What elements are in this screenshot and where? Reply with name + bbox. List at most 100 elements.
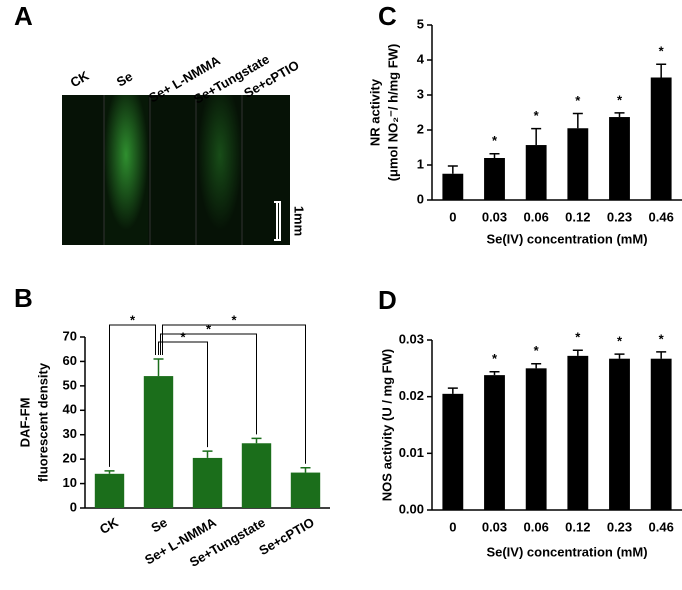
y-tick-label: 5 <box>417 16 424 31</box>
root-image <box>198 95 242 245</box>
y-axis-label: fluorescent density <box>35 362 50 482</box>
x-tick-label: 0.06 <box>524 209 549 224</box>
error-bar <box>202 450 213 458</box>
x-tick-label: 0.23 <box>607 209 632 224</box>
y-axis-label: (μmol NO₂⁻/ h/mg FW) <box>385 44 400 182</box>
bracket <box>160 333 257 435</box>
error-bar <box>656 63 667 78</box>
significance: * <box>492 133 498 148</box>
scale-label: 1mm <box>292 206 307 236</box>
error-bar <box>572 349 583 356</box>
significance: * <box>617 92 623 107</box>
significance: * <box>659 331 665 346</box>
significance: * <box>492 351 498 366</box>
y-tick-label: 0 <box>70 499 77 514</box>
y-axis-label: NOS activity (U / mg FW) <box>379 349 394 501</box>
bar <box>525 368 547 510</box>
panel-label: D <box>378 285 397 315</box>
y-tick-label: 20 <box>63 451 77 466</box>
y-tick-label: 0.01 <box>399 445 424 460</box>
x-tick-label: 0.03 <box>482 519 507 534</box>
y-tick-label: 40 <box>63 402 77 417</box>
x-tick-label: 0.12 <box>565 519 590 534</box>
significance: * <box>575 330 581 345</box>
x-tick-label: 0 <box>449 519 456 534</box>
x-tick-label: 0.46 <box>649 519 674 534</box>
y-tick-label: 4 <box>417 51 425 66</box>
error-bar <box>531 127 542 146</box>
error-bar <box>489 370 500 376</box>
lane-label: CK <box>68 68 92 91</box>
x-axis-label: Se(IV) concentration (mM) <box>486 544 647 559</box>
x-axis-label: Se(IV) concentration (mM) <box>486 231 647 246</box>
bar <box>484 375 505 510</box>
bar <box>650 77 672 200</box>
bar <box>192 457 223 508</box>
y-tick-label: 0.02 <box>399 388 424 403</box>
bar <box>609 117 630 200</box>
x-tick-label: 0.12 <box>565 209 590 224</box>
error-bar <box>447 165 458 174</box>
micrograph <box>62 95 290 245</box>
bracket <box>162 324 306 464</box>
y-axis-label: DAF-FM <box>17 398 32 448</box>
significance: * <box>575 93 581 108</box>
y-tick-label: 30 <box>63 426 77 441</box>
error-bar <box>614 353 625 359</box>
significance: * <box>534 343 540 358</box>
error-bar <box>572 112 583 129</box>
root-image <box>104 95 148 245</box>
bar <box>484 158 505 200</box>
error-bar <box>104 470 115 474</box>
x-tick-label: 0.46 <box>649 209 674 224</box>
error-bar <box>300 466 311 473</box>
lane-label: Se <box>114 69 135 90</box>
y-tick-label: 3 <box>417 86 424 101</box>
bar <box>442 173 464 200</box>
y-tick-label: 60 <box>63 353 77 368</box>
bracket-label: * <box>130 312 136 327</box>
y-tick-label: 0.03 <box>399 331 424 346</box>
y-tick-label: 0.00 <box>399 501 424 516</box>
scale-bar <box>274 201 281 241</box>
y-tick-label: 1 <box>417 156 424 171</box>
panel-label: B <box>14 283 33 313</box>
x-tick-label: CK <box>97 514 121 537</box>
bracket <box>158 341 208 448</box>
bar <box>650 358 672 510</box>
bar <box>567 128 589 200</box>
y-axis-label: NR activity <box>367 78 382 146</box>
error-bar <box>447 387 458 394</box>
y-tick-label: 2 <box>417 121 424 136</box>
y-tick-label: 50 <box>63 377 77 392</box>
error-bar <box>489 153 500 158</box>
bracket-label: * <box>180 329 186 344</box>
significance: * <box>617 334 623 349</box>
x-tick-label: Se+cPTIO <box>256 515 316 559</box>
significance: * <box>534 108 540 123</box>
error-bar <box>614 112 625 118</box>
bar <box>609 358 630 510</box>
x-tick-label: 0.06 <box>524 519 549 534</box>
x-tick-label: 0 <box>449 209 456 224</box>
bar <box>525 145 547 200</box>
y-tick-label: 70 <box>63 328 77 343</box>
significance: * <box>659 44 665 59</box>
y-tick-label: 10 <box>63 475 77 490</box>
bar <box>94 473 125 508</box>
bar <box>241 443 272 508</box>
bracket-label: * <box>231 312 237 327</box>
x-tick-label: 0.03 <box>482 209 507 224</box>
error-bar <box>153 358 164 377</box>
bracket <box>109 324 156 467</box>
panel-label: A <box>14 1 33 31</box>
error-bar <box>531 363 542 369</box>
bar <box>567 355 589 510</box>
error-bar <box>656 351 667 359</box>
bar <box>290 472 321 508</box>
x-tick-label: Se <box>148 515 169 536</box>
bar <box>442 393 464 510</box>
panel-label: C <box>378 1 397 31</box>
error-bar <box>251 437 262 444</box>
